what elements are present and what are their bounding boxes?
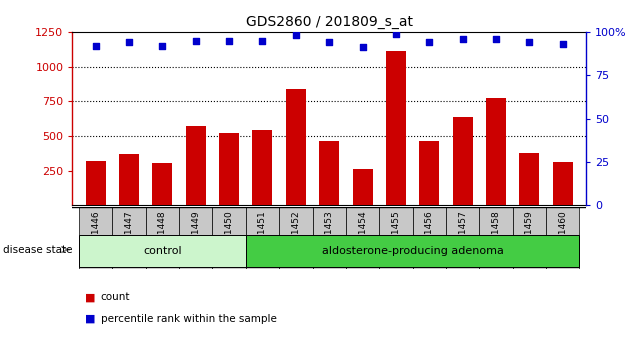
Point	[558, 41, 568, 47]
Point	[124, 39, 134, 45]
Point	[524, 39, 534, 45]
Bar	[246, 235, 579, 267]
Bar	[119, 154, 139, 205]
Point	[424, 39, 434, 45]
Text: GSM211459: GSM211459	[525, 210, 534, 265]
Point	[224, 38, 234, 44]
Bar	[186, 126, 206, 205]
Text: GSM211447: GSM211447	[125, 210, 134, 265]
Point	[158, 43, 168, 48]
Bar	[513, 207, 546, 269]
Bar	[219, 133, 239, 205]
Point	[457, 36, 467, 42]
Point	[91, 43, 101, 48]
Text: GSM211452: GSM211452	[291, 210, 301, 265]
Text: GSM211453: GSM211453	[324, 210, 334, 265]
Bar	[413, 207, 446, 269]
Bar	[553, 162, 573, 205]
Bar	[79, 235, 246, 267]
Text: disease state: disease state	[3, 245, 72, 255]
Bar	[86, 161, 106, 205]
Bar	[353, 169, 372, 205]
Bar	[312, 207, 346, 269]
Point	[324, 39, 334, 45]
Bar	[113, 207, 146, 269]
Bar	[419, 141, 439, 205]
Bar	[452, 117, 472, 205]
Point	[191, 38, 201, 44]
Text: GSM211448: GSM211448	[158, 210, 167, 265]
Text: GSM211456: GSM211456	[425, 210, 433, 265]
Title: GDS2860 / 201809_s_at: GDS2860 / 201809_s_at	[246, 16, 413, 29]
Bar	[446, 207, 479, 269]
Text: count: count	[101, 292, 130, 302]
Text: aldosterone-producing adenoma: aldosterone-producing adenoma	[321, 246, 503, 256]
Point	[357, 45, 367, 50]
Bar	[246, 207, 279, 269]
Point	[291, 33, 301, 38]
Text: GSM211446: GSM211446	[91, 210, 100, 265]
Bar	[179, 207, 212, 269]
Bar	[519, 153, 539, 205]
Text: control: control	[143, 246, 182, 256]
Text: GSM211460: GSM211460	[558, 210, 567, 265]
Bar	[546, 207, 579, 269]
Bar	[279, 207, 312, 269]
Bar	[486, 98, 506, 205]
Bar	[152, 163, 173, 205]
Text: GSM211454: GSM211454	[358, 210, 367, 265]
Text: ■: ■	[85, 292, 96, 302]
Text: GSM211455: GSM211455	[391, 210, 400, 265]
Point	[491, 36, 501, 42]
Bar	[212, 207, 246, 269]
Bar	[253, 130, 273, 205]
Bar	[386, 51, 406, 205]
Point	[258, 38, 268, 44]
Text: GSM211449: GSM211449	[192, 210, 200, 265]
Text: GSM211457: GSM211457	[458, 210, 467, 265]
Text: GSM211451: GSM211451	[258, 210, 267, 265]
Point	[391, 31, 401, 36]
Bar	[319, 141, 339, 205]
Bar	[346, 207, 379, 269]
Text: GSM211458: GSM211458	[491, 210, 500, 265]
Text: percentile rank within the sample: percentile rank within the sample	[101, 314, 277, 324]
Bar	[379, 207, 413, 269]
Text: GSM211450: GSM211450	[225, 210, 234, 265]
Bar	[479, 207, 513, 269]
Bar	[146, 207, 179, 269]
Bar	[286, 89, 306, 205]
Bar	[79, 207, 113, 269]
Text: ■: ■	[85, 314, 96, 324]
